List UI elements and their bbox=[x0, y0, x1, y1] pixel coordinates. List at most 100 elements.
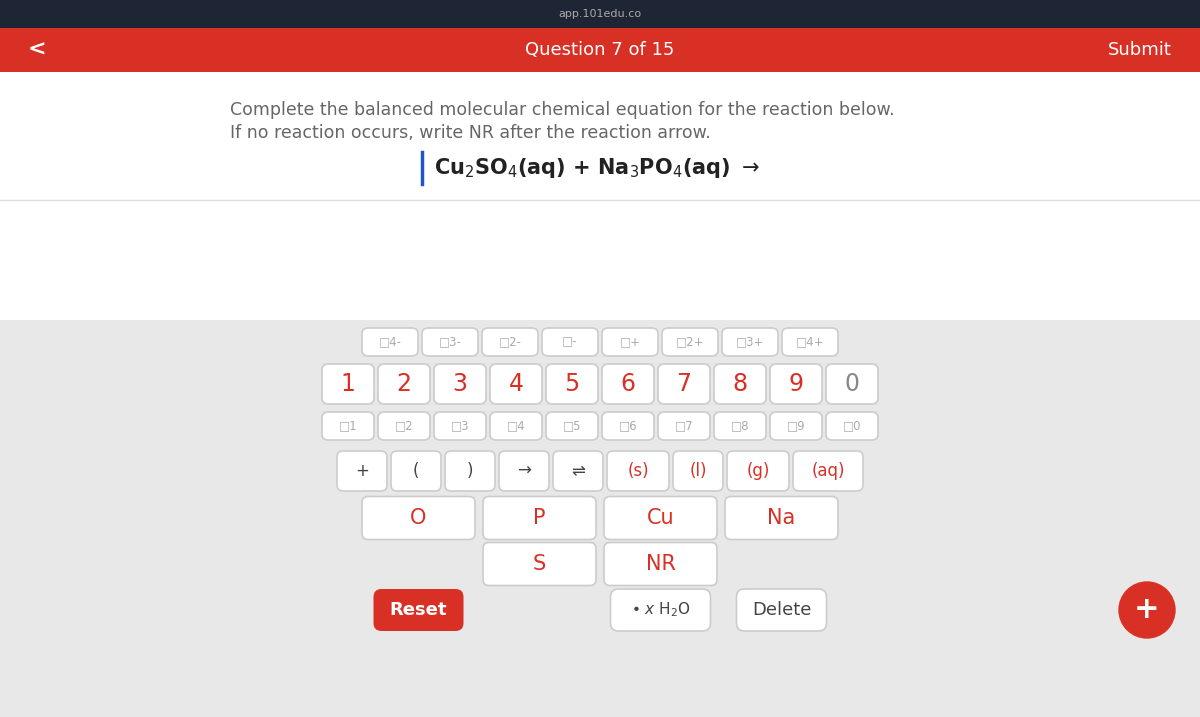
FancyBboxPatch shape bbox=[714, 364, 766, 404]
FancyBboxPatch shape bbox=[490, 364, 542, 404]
FancyBboxPatch shape bbox=[322, 364, 374, 404]
Text: □1: □1 bbox=[338, 419, 358, 432]
FancyBboxPatch shape bbox=[602, 412, 654, 440]
Text: ⇌: ⇌ bbox=[571, 462, 584, 480]
FancyBboxPatch shape bbox=[607, 451, 670, 491]
FancyBboxPatch shape bbox=[434, 412, 486, 440]
FancyBboxPatch shape bbox=[445, 451, 496, 491]
Text: Na: Na bbox=[767, 508, 796, 528]
Text: Submit: Submit bbox=[1108, 41, 1172, 59]
FancyBboxPatch shape bbox=[673, 451, 722, 491]
Text: □3-: □3- bbox=[438, 336, 462, 348]
Text: S: S bbox=[533, 554, 546, 574]
FancyBboxPatch shape bbox=[434, 364, 486, 404]
Text: 8: 8 bbox=[732, 372, 748, 396]
FancyBboxPatch shape bbox=[391, 451, 442, 491]
Text: 5: 5 bbox=[564, 372, 580, 396]
Text: □7: □7 bbox=[674, 419, 694, 432]
Text: ): ) bbox=[467, 462, 473, 480]
FancyBboxPatch shape bbox=[542, 328, 598, 356]
Text: (aq): (aq) bbox=[811, 462, 845, 480]
FancyBboxPatch shape bbox=[373, 589, 463, 631]
Text: □4-: □4- bbox=[378, 336, 402, 348]
FancyBboxPatch shape bbox=[658, 364, 710, 404]
Text: Reset: Reset bbox=[390, 601, 448, 619]
Text: □2+: □2+ bbox=[676, 336, 704, 348]
Text: • $x$ H$_2$O: • $x$ H$_2$O bbox=[631, 601, 690, 619]
FancyBboxPatch shape bbox=[546, 412, 598, 440]
FancyBboxPatch shape bbox=[0, 28, 1200, 72]
Text: 7: 7 bbox=[677, 372, 691, 396]
Text: 2: 2 bbox=[396, 372, 412, 396]
Text: □-: □- bbox=[563, 336, 577, 348]
Text: (: ( bbox=[413, 462, 419, 480]
FancyBboxPatch shape bbox=[482, 543, 596, 586]
Text: (s): (s) bbox=[628, 462, 649, 480]
Text: Question 7 of 15: Question 7 of 15 bbox=[526, 41, 674, 59]
FancyBboxPatch shape bbox=[604, 543, 718, 586]
Text: 9: 9 bbox=[788, 372, 804, 396]
Text: □2: □2 bbox=[395, 419, 413, 432]
Text: app.101edu.co: app.101edu.co bbox=[558, 9, 642, 19]
Text: If no reaction occurs, write NR after the reaction arrow.: If no reaction occurs, write NR after th… bbox=[230, 124, 710, 142]
Text: Cu: Cu bbox=[647, 508, 674, 528]
FancyBboxPatch shape bbox=[362, 328, 418, 356]
Text: +: + bbox=[355, 462, 368, 480]
FancyBboxPatch shape bbox=[602, 364, 654, 404]
FancyBboxPatch shape bbox=[482, 496, 596, 539]
Circle shape bbox=[1120, 582, 1175, 638]
FancyBboxPatch shape bbox=[362, 496, 475, 539]
Text: □4+: □4+ bbox=[796, 336, 824, 348]
FancyBboxPatch shape bbox=[0, 0, 1200, 28]
Text: 1: 1 bbox=[341, 372, 355, 396]
Text: □3: □3 bbox=[451, 419, 469, 432]
FancyBboxPatch shape bbox=[737, 589, 827, 631]
FancyBboxPatch shape bbox=[337, 451, 386, 491]
Text: <: < bbox=[28, 40, 47, 60]
Text: 6: 6 bbox=[620, 372, 636, 396]
Text: 4: 4 bbox=[509, 372, 523, 396]
Text: →: → bbox=[517, 462, 530, 480]
Text: □5: □5 bbox=[563, 419, 581, 432]
FancyBboxPatch shape bbox=[0, 72, 1200, 320]
Text: Delete: Delete bbox=[752, 601, 811, 619]
Text: Complete the balanced molecular chemical equation for the reaction below.: Complete the balanced molecular chemical… bbox=[230, 101, 895, 119]
FancyBboxPatch shape bbox=[553, 451, 604, 491]
Text: NR: NR bbox=[646, 554, 676, 574]
FancyBboxPatch shape bbox=[546, 364, 598, 404]
FancyBboxPatch shape bbox=[770, 364, 822, 404]
FancyBboxPatch shape bbox=[662, 328, 718, 356]
FancyBboxPatch shape bbox=[793, 451, 863, 491]
Text: □0: □0 bbox=[842, 419, 862, 432]
Text: □3+: □3+ bbox=[736, 336, 764, 348]
FancyBboxPatch shape bbox=[602, 328, 658, 356]
Text: (g): (g) bbox=[746, 462, 769, 480]
Text: Cu$_2$SO$_4$(aq) + Na$_3$PO$_4$(aq) $\rightarrow$: Cu$_2$SO$_4$(aq) + Na$_3$PO$_4$(aq) $\ri… bbox=[434, 156, 760, 180]
FancyBboxPatch shape bbox=[604, 496, 718, 539]
FancyBboxPatch shape bbox=[490, 412, 542, 440]
FancyBboxPatch shape bbox=[658, 412, 710, 440]
FancyBboxPatch shape bbox=[422, 328, 478, 356]
FancyBboxPatch shape bbox=[725, 496, 838, 539]
Text: □4: □4 bbox=[506, 419, 526, 432]
FancyBboxPatch shape bbox=[322, 412, 374, 440]
Text: +: + bbox=[1134, 596, 1160, 625]
FancyBboxPatch shape bbox=[770, 412, 822, 440]
Text: P: P bbox=[533, 508, 546, 528]
Text: □8: □8 bbox=[731, 419, 749, 432]
FancyBboxPatch shape bbox=[0, 320, 1200, 717]
FancyBboxPatch shape bbox=[722, 328, 778, 356]
FancyBboxPatch shape bbox=[826, 364, 878, 404]
Text: □+: □+ bbox=[619, 336, 641, 348]
FancyBboxPatch shape bbox=[826, 412, 878, 440]
Text: 0: 0 bbox=[845, 372, 859, 396]
FancyBboxPatch shape bbox=[727, 451, 790, 491]
FancyBboxPatch shape bbox=[782, 328, 838, 356]
FancyBboxPatch shape bbox=[611, 589, 710, 631]
FancyBboxPatch shape bbox=[714, 412, 766, 440]
FancyBboxPatch shape bbox=[482, 328, 538, 356]
Text: O: O bbox=[410, 508, 427, 528]
Text: □6: □6 bbox=[619, 419, 637, 432]
Text: □2-: □2- bbox=[498, 336, 522, 348]
FancyBboxPatch shape bbox=[378, 364, 430, 404]
